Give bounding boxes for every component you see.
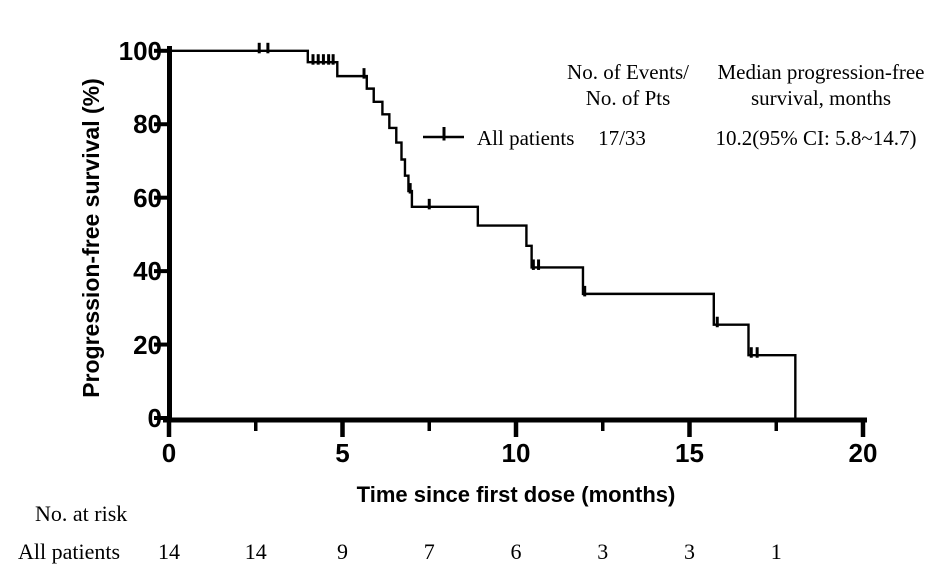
y-tick-label-40: 40 [133,256,162,286]
at-risk-count-7: 1 [770,539,782,564]
at-risk-title: No. at risk [35,501,128,526]
x-tick-label-10: 10 [501,438,531,468]
at-risk-count-0: 14 [158,539,180,564]
at-risk-count-4: 6 [510,539,522,564]
at-risk-count-6: 3 [684,539,695,564]
x-tick-label-5: 5 [335,438,350,468]
km-survival-curve [169,49,797,418]
y-tick-label-20: 20 [133,330,162,360]
events-header-line1: No. of Events/ [567,60,689,84]
at-risk-row-label: All patients [18,539,121,564]
median-header-line1: Median progression-free [717,60,925,84]
legend-median-value: 10.2(95% CI: 5.8~14.7) [715,126,917,150]
events-header-line2: No. of Pts [585,86,671,110]
y-axis-title: Progression-free survival (%) [78,78,104,398]
x-tick-label-0: 0 [161,438,177,468]
at-risk-count-1: 14 [244,539,267,564]
y-tick-label-0: 0 [147,403,162,433]
x-tick-label-15: 15 [675,438,704,468]
at-risk-count-2: 9 [337,539,348,564]
y-tick-label-60: 60 [133,183,162,213]
at-risk-count-5: 3 [597,539,609,564]
y-tick-label-100: 100 [118,36,162,66]
x-axis-title: Time since first dose (months) [356,482,676,507]
legend-events-value: 17/33 [598,126,646,150]
x-tick-label-20: 20 [848,438,878,468]
at-risk-count-3: 7 [423,539,435,564]
median-header-line2: survival, months [751,86,891,110]
legend-series-label: All patients [477,126,575,150]
y-tick-label-80: 80 [133,109,162,139]
